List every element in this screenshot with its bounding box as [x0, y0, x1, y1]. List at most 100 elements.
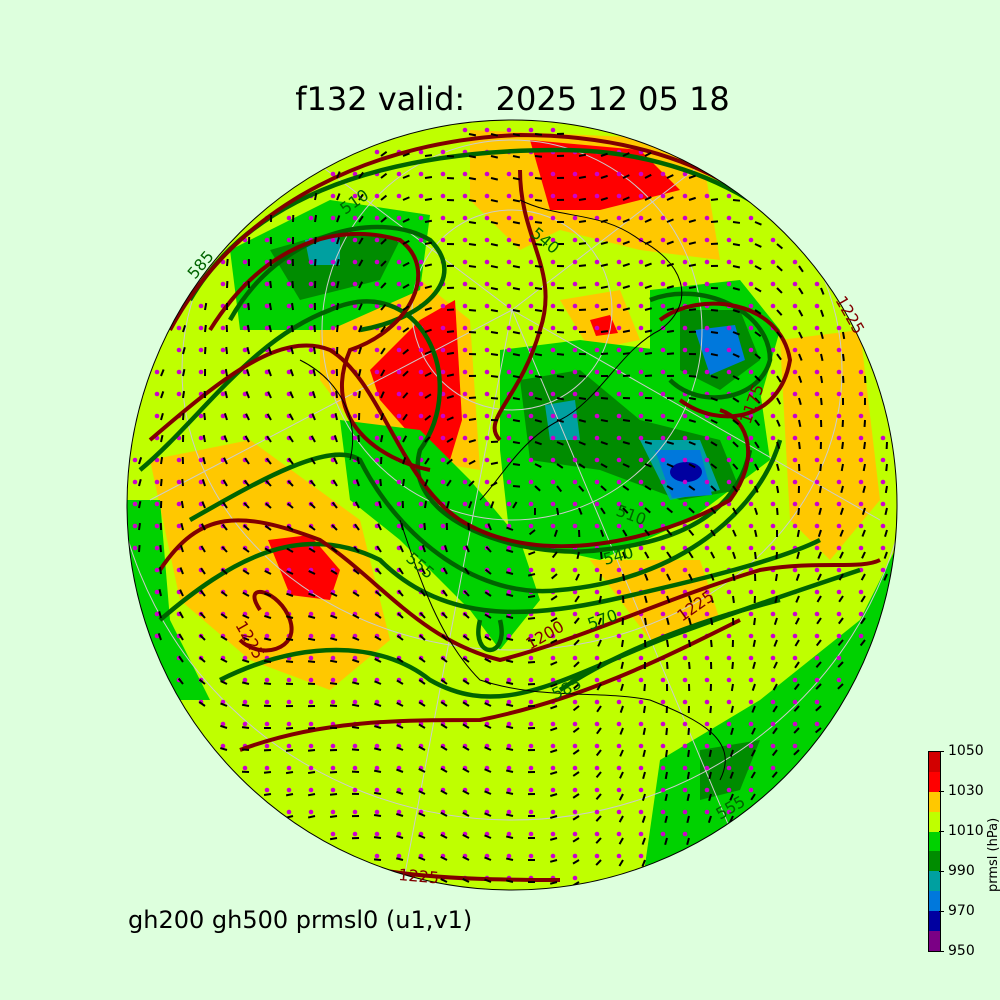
wind-dot [550, 457, 556, 463]
colorbar [928, 751, 941, 952]
wind-barb [732, 485, 738, 493]
wind-dot [550, 853, 556, 859]
wind-barb [754, 309, 762, 315]
wind-dot [572, 479, 578, 485]
wind-dot [616, 765, 622, 771]
wind-dot [638, 633, 644, 639]
wind-dot [616, 831, 622, 837]
wind-barb [797, 507, 800, 516]
wind-barb [290, 346, 294, 355]
wind-dot [264, 765, 270, 771]
wind-barb [330, 614, 338, 619]
wind-barb [336, 171, 341, 179]
wind-barb [160, 456, 164, 465]
wind-barb [710, 419, 718, 424]
wind-barb [578, 175, 587, 179]
wind-barb [512, 501, 518, 509]
contour-label: 1225 [398, 865, 440, 887]
wind-barb [598, 595, 602, 604]
wind-barb [622, 329, 631, 333]
wind-barb [622, 196, 630, 201]
wind-barb [861, 507, 866, 515]
wind-dot [418, 171, 424, 177]
wind-barb [618, 793, 624, 801]
wind-barb [550, 727, 558, 732]
wind-barb [884, 529, 888, 537]
wind-dot [682, 413, 688, 419]
wind-barb [245, 413, 250, 421]
wind-barb [358, 368, 362, 377]
wind-barb [463, 612, 470, 619]
wind-dot [836, 567, 842, 573]
wind-dot [352, 171, 358, 177]
wind-barb [550, 771, 558, 776]
wind-barb [595, 793, 602, 800]
wind-dot [814, 303, 820, 309]
wind-dot [528, 215, 534, 221]
wind-barb [664, 837, 668, 846]
wind-dot [682, 281, 688, 287]
figure-title: f132 valid: 2025 12 05 18 [295, 80, 730, 118]
wind-barb [505, 637, 514, 641]
wind-dot [880, 545, 886, 551]
wind-barb [688, 263, 697, 267]
wind-dot [572, 589, 578, 595]
wind-barb [622, 152, 630, 157]
wind-dot [550, 765, 556, 771]
wind-barb [688, 507, 695, 514]
wind-barb [468, 243, 477, 247]
wind-dot [550, 303, 556, 309]
wind-barb [732, 595, 735, 604]
wind-dot [660, 545, 666, 551]
wind-barb [666, 441, 675, 445]
wind-barb [600, 419, 609, 423]
wind-barb [330, 546, 338, 553]
wind-dot [594, 809, 600, 815]
wind-dot [682, 479, 688, 485]
wind-barb [269, 280, 272, 289]
wind-barb [468, 439, 476, 443]
wind-barb [484, 657, 492, 663]
wind-barb [798, 309, 804, 317]
wind-barb [732, 353, 740, 358]
wind-barb [686, 793, 690, 802]
wind-barb [776, 419, 781, 427]
wind-barb [468, 417, 477, 421]
wind-barb [490, 177, 499, 181]
wind-dot [374, 215, 380, 221]
wind-dot [616, 303, 622, 309]
wind-barb [374, 702, 382, 707]
wind-barb [528, 551, 536, 556]
wind-barb [243, 524, 250, 531]
wind-dot [176, 347, 182, 353]
wind-dot [748, 677, 754, 683]
wind-barb [243, 502, 250, 509]
wind-barb [484, 702, 492, 707]
wind-dot [858, 545, 864, 551]
wind-barb [310, 457, 316, 465]
wind-dot [308, 215, 314, 221]
wind-barb [396, 679, 404, 685]
wind-barb [288, 435, 294, 443]
wind-barb [373, 858, 382, 861]
wind-dot [572, 303, 578, 309]
wind-dot [418, 237, 424, 243]
wind-dot [616, 743, 622, 749]
wind-dot [330, 677, 336, 683]
wind-dot [748, 259, 754, 265]
wind-barb [402, 370, 409, 377]
wind-barb [754, 265, 762, 271]
wind-barb [222, 479, 228, 487]
wind-barb [553, 529, 558, 537]
wind-dot [638, 325, 644, 331]
wind-barb [308, 524, 316, 531]
wind-barb [220, 635, 228, 641]
wind-barb [224, 368, 228, 377]
wind-barb [573, 639, 580, 646]
wind-dot [836, 633, 842, 639]
wind-barb [620, 661, 624, 670]
wind-barb [397, 612, 404, 619]
wind-dot [638, 765, 644, 771]
wind-barb [356, 456, 360, 465]
wind-dot [572, 611, 578, 617]
